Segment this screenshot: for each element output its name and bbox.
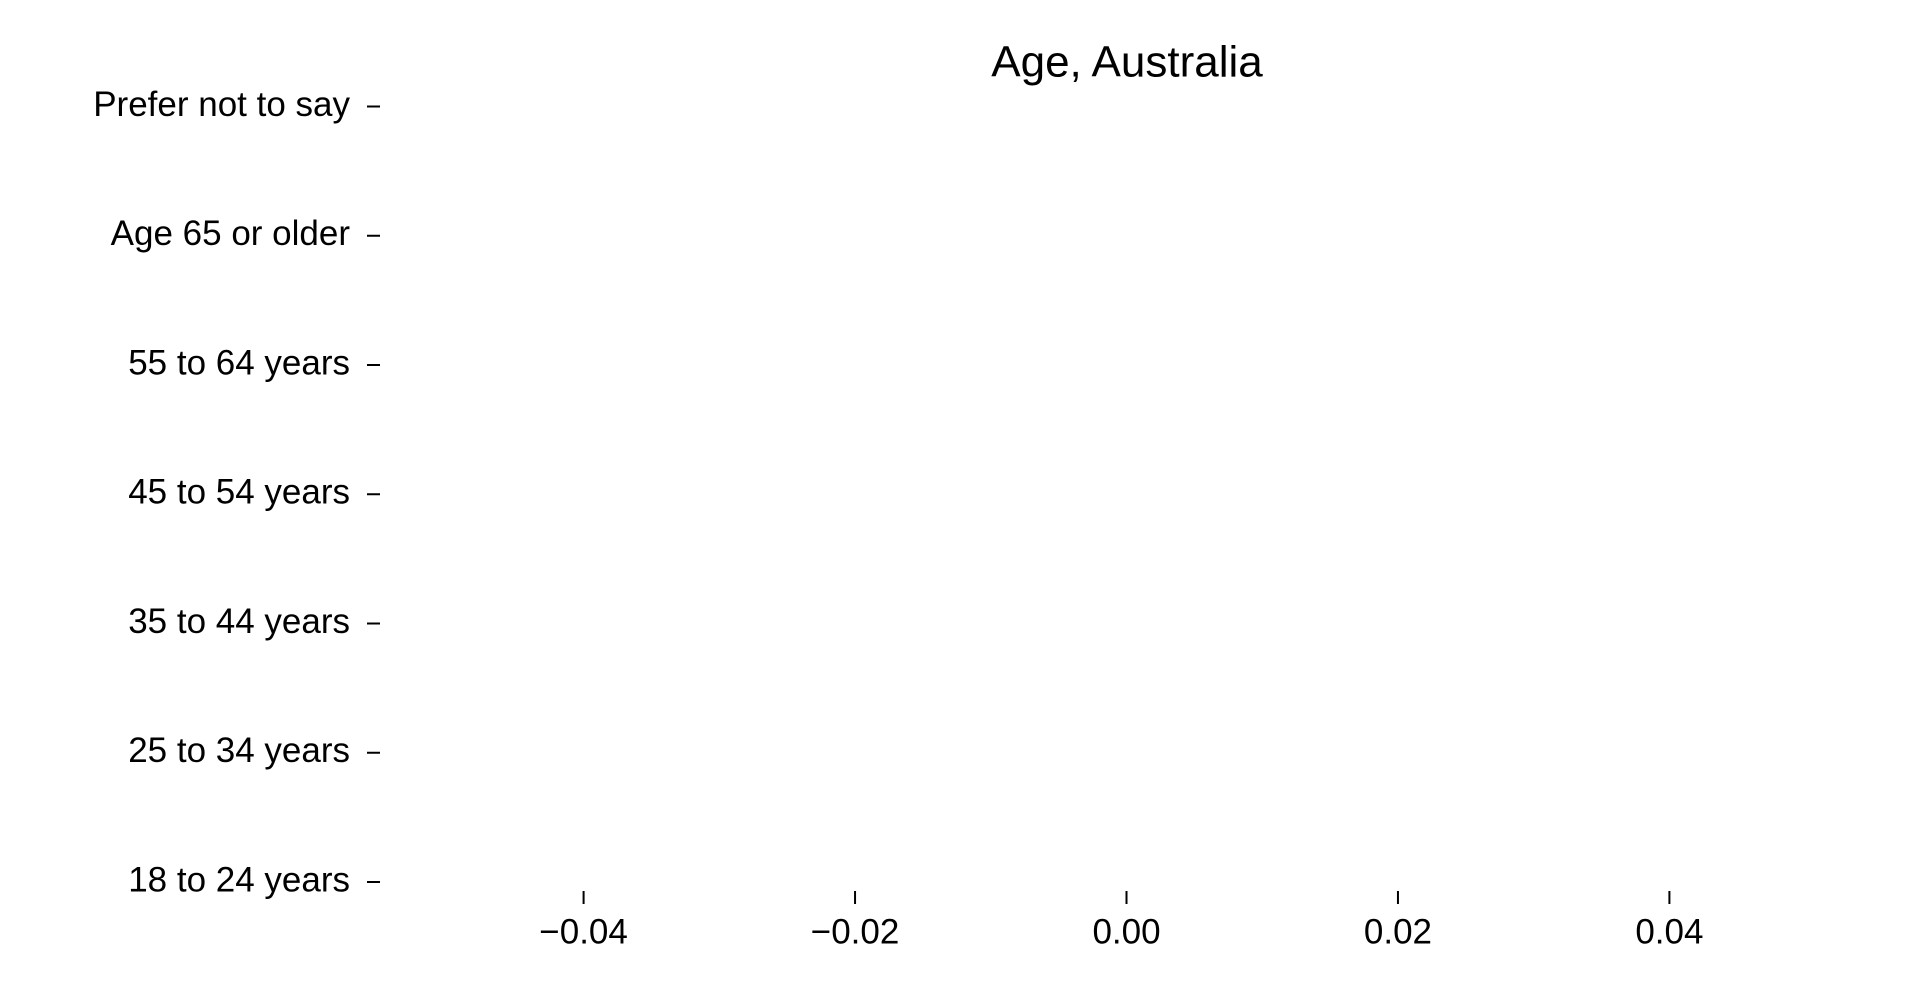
- x-tick-label: −0.02: [811, 912, 900, 951]
- y-tick-label: 45 to 54 years: [128, 473, 350, 512]
- y-tick-label: Age 65 or older: [111, 214, 351, 253]
- y-tick-label: 25 to 34 years: [128, 731, 350, 770]
- y-tick-label: Prefer not to say: [93, 85, 350, 124]
- chart-title: Age, Australia: [991, 38, 1263, 87]
- y-tick-label: 55 to 64 years: [128, 343, 350, 382]
- y-tick-label: 18 to 24 years: [128, 860, 350, 899]
- x-tick-label: 0.02: [1364, 912, 1432, 951]
- x-tick-label: 0.04: [1635, 912, 1703, 951]
- x-tick-label: 0.00: [1092, 912, 1160, 951]
- x-tick-label: −0.04: [539, 912, 628, 951]
- y-tick-label: 35 to 44 years: [128, 602, 350, 641]
